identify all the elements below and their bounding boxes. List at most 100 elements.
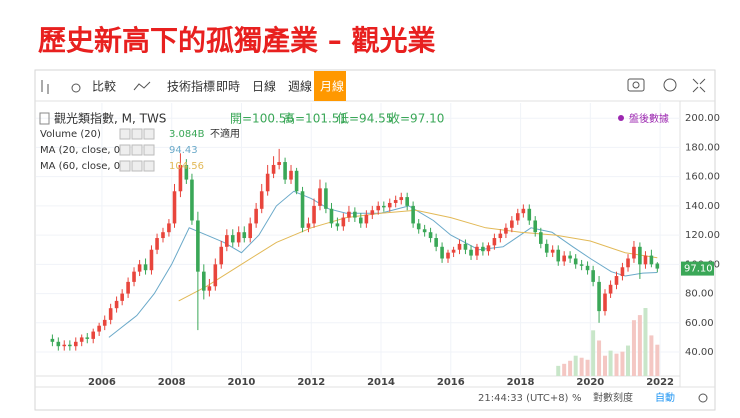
- candle-body: [498, 233, 503, 239]
- volume-bar: [614, 353, 619, 376]
- toolbar-button[interactable]: 即時: [216, 80, 240, 94]
- candle-body: [324, 188, 328, 209]
- candle-body: [597, 281, 601, 312]
- volume-bar: [655, 344, 660, 376]
- candle-body: [434, 238, 438, 247]
- page-title: 歷史新高下的孤獨產業 – 觀光業: [38, 24, 436, 57]
- toolbar-button[interactable]: 技術指標: [167, 79, 215, 94]
- volume-bar: [620, 351, 625, 376]
- candle-body: [527, 208, 532, 221]
- indicator-button[interactable]: [119, 144, 131, 156]
- ma-line: [178, 209, 658, 302]
- candle-body: [638, 246, 642, 265]
- price-tag: [681, 261, 714, 276]
- volume-bar: [556, 365, 561, 376]
- volume-bar: [562, 363, 567, 376]
- candle-body: [68, 344, 72, 347]
- y-tick-label: 40.00: [685, 347, 714, 358]
- indicator-button[interactable]: [143, 128, 155, 140]
- indicator-button[interactable]: [131, 160, 143, 172]
- ohlc-label: 高=101.51: [283, 111, 347, 126]
- candle-body: [120, 293, 124, 301]
- footer-item[interactable]: %: [572, 393, 582, 404]
- indicator-name: MA (20, close, 0): [40, 145, 124, 156]
- candle-body: [649, 255, 654, 265]
- settings-icon[interactable]: [698, 393, 708, 403]
- volume-bar: [631, 320, 636, 376]
- footer-item[interactable]: 對數刻度: [593, 391, 633, 404]
- candle-body: [603, 293, 607, 312]
- candle-body: [422, 229, 427, 233]
- candle-body: [562, 255, 566, 262]
- toolbar-icons: [41, 78, 706, 94]
- candle-body: [62, 344, 67, 347]
- candle-body: [50, 338, 55, 342]
- candle-body: [475, 246, 479, 256]
- candle-body: [259, 191, 264, 209]
- volume-bar: [591, 330, 596, 376]
- y-tick-label: 120.00: [685, 230, 720, 241]
- indicator-button[interactable]: [143, 144, 155, 156]
- indicator-value: 94.43: [169, 145, 198, 156]
- indicator-button[interactable]: [131, 144, 143, 156]
- y-tick-label: 60.00: [685, 318, 714, 329]
- x-tick-label: 2016: [437, 377, 465, 388]
- indicator-note: 不適用: [210, 127, 240, 140]
- volume-bar: [573, 355, 578, 376]
- candle-body: [172, 191, 177, 224]
- candle-body: [405, 197, 409, 206]
- indicator-button[interactable]: [119, 160, 131, 172]
- candle-body: [457, 243, 462, 250]
- volume-bar: [568, 360, 573, 376]
- candle-body: [643, 255, 648, 265]
- collapse-icon: [39, 112, 50, 125]
- indicator-button[interactable]: [131, 128, 143, 140]
- frame: [34, 69, 716, 411]
- indicator-button[interactable]: [143, 160, 155, 172]
- candle-body: [387, 202, 392, 208]
- volume-bar: [597, 340, 602, 376]
- candle-body: [451, 249, 456, 253]
- x-tick-label: 2020: [576, 377, 604, 388]
- volume-bar: [585, 359, 590, 376]
- x-tick-label: 2014: [367, 377, 395, 388]
- candle-body: [399, 197, 404, 201]
- active-tab: [314, 71, 346, 101]
- volume-bar: [643, 308, 648, 376]
- candle-body: [341, 217, 346, 227]
- candle-body: [236, 232, 241, 243]
- toolbar-button[interactable]: 週線: [288, 79, 312, 94]
- candle-body: [207, 286, 212, 291]
- candle-body: [486, 245, 491, 252]
- toolbar-button[interactable]: 比較: [92, 79, 116, 94]
- ohlc-label: 收=97.10: [388, 112, 444, 126]
- toolbar-button[interactable]: 日線: [252, 79, 276, 94]
- candle-body: [149, 249, 154, 271]
- y-tick-label: 140.00: [685, 201, 720, 212]
- candle-body: [56, 341, 61, 347]
- candle-body: [108, 308, 113, 320]
- footer-item: 21:44:33 (UTC+8): [478, 393, 569, 404]
- toolbar-button[interactable]: 月線: [320, 79, 344, 94]
- candle-body: [225, 235, 229, 247]
- indicator-name: MA (60, close, 0): [40, 161, 124, 172]
- candle-body: [219, 246, 224, 265]
- candle-body: [230, 235, 235, 243]
- candle-body: [97, 325, 101, 332]
- status-label: 盤後數據: [629, 112, 669, 125]
- indicator-button[interactable]: [119, 128, 131, 140]
- footer-item[interactable]: 自動: [655, 391, 675, 404]
- candle-body: [550, 249, 555, 253]
- candle-body: [73, 341, 78, 347]
- candle-body: [277, 162, 281, 165]
- x-tick-label: 2010: [228, 377, 256, 388]
- candle-body: [428, 232, 433, 239]
- candle-body: [300, 191, 305, 228]
- candle-body: [655, 263, 660, 269]
- indicator-value: 104.56: [169, 161, 204, 172]
- candle-body: [265, 173, 270, 192]
- candle-body: [335, 223, 340, 227]
- candle-body: [85, 337, 90, 339]
- candle-body: [306, 223, 311, 228]
